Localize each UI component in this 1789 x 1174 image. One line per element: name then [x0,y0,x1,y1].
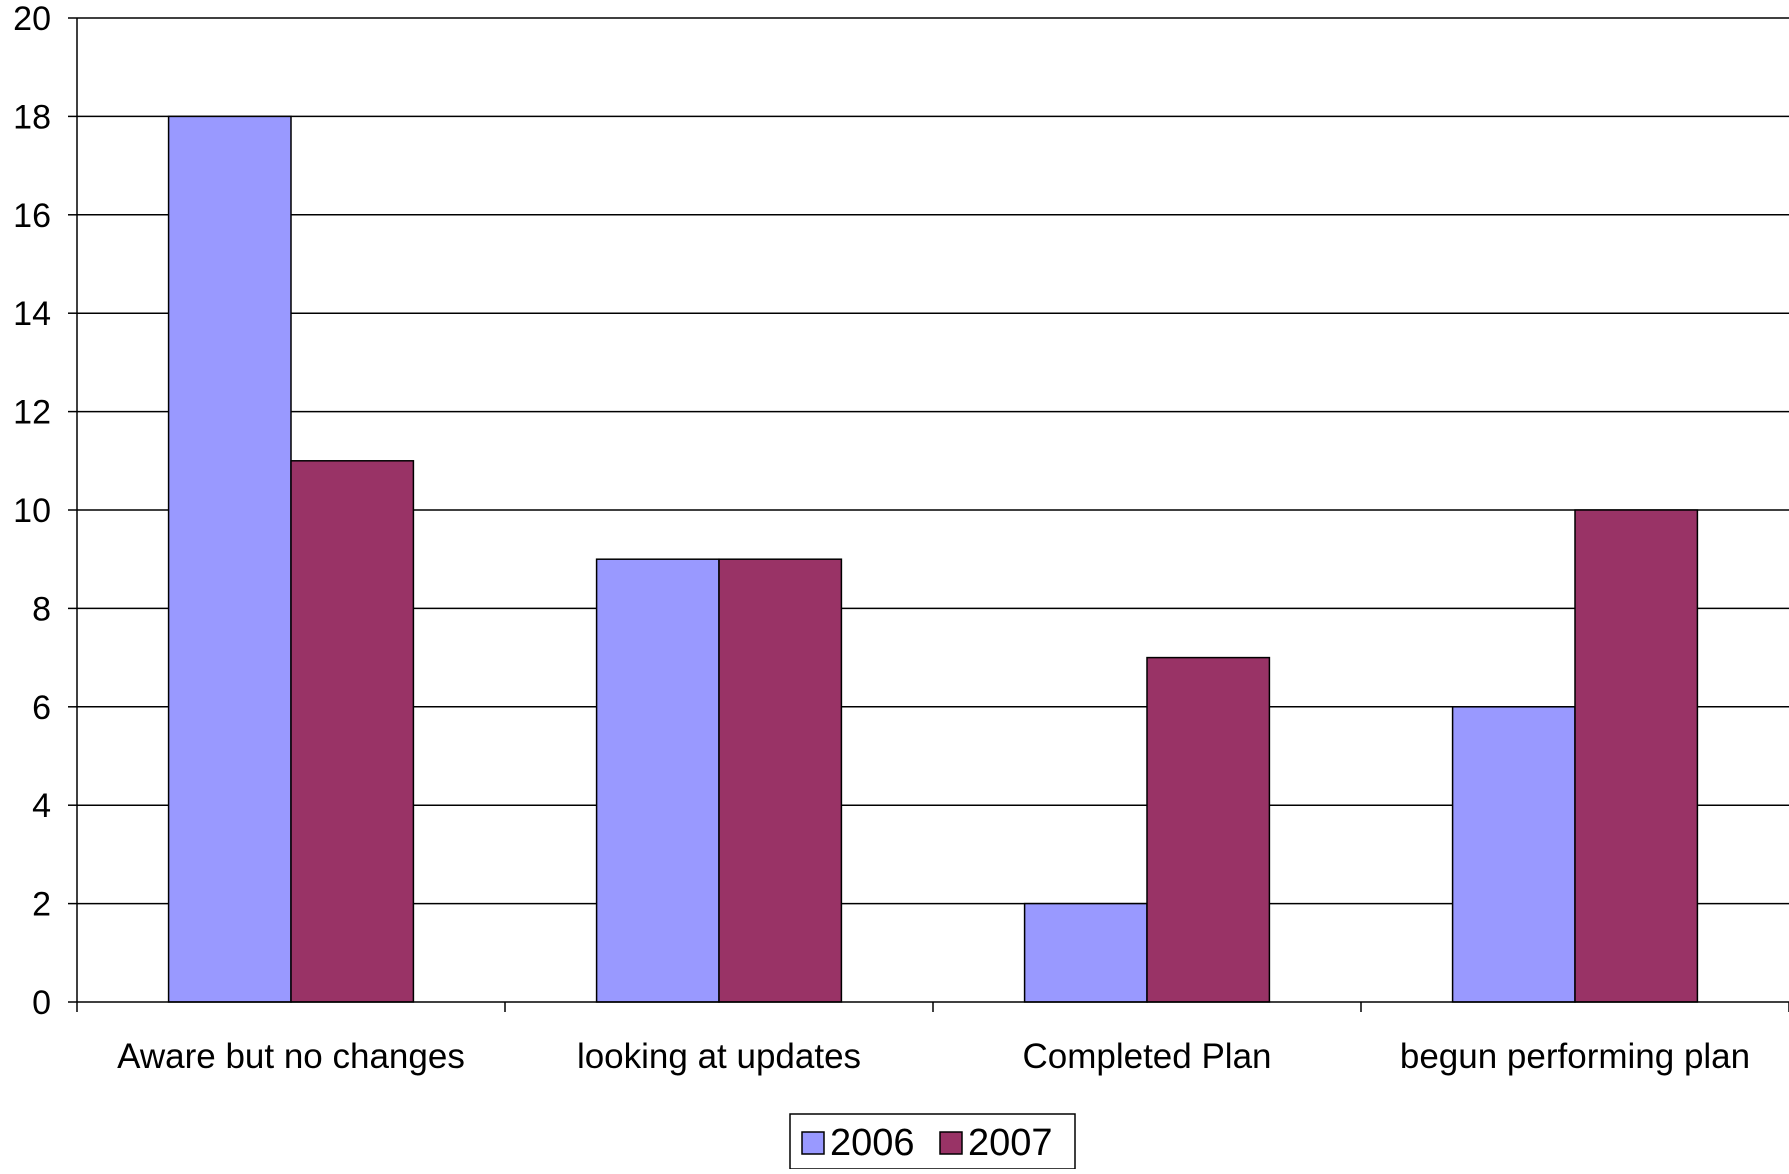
y-tick-label: 6 [32,689,51,727]
category-labels: Aware but no changes looking at updates Co… [117,1037,1750,1076]
bar-2007-4 [1574,509,1699,1003]
legend: 2006 2007 [789,1113,1076,1170]
category-label: Completed Plan [1022,1037,1271,1076]
category-label: Aware but no changes [117,1037,465,1076]
y-tick-label: 2 [32,886,51,924]
y-tick-label: 20 [13,0,51,38]
legend-swatch [801,1131,825,1155]
legend-label: 2007 [968,1122,1053,1164]
legend-box [789,1113,1076,1170]
category-label: looking at updates [577,1037,861,1076]
y-tick-label: 4 [32,787,51,825]
bar-2006-2 [595,558,720,1003]
y-tick-label: 0 [32,984,51,1022]
y-tick-label: 14 [13,295,51,333]
bar-2007-1 [290,460,415,1003]
legend-swatch [939,1131,963,1155]
legend-label: 2006 [830,1122,915,1164]
y-tick-label: 16 [13,197,51,235]
y-tick-label: 18 [13,98,51,136]
y-tick-labels: 0 2 4 6 8 10 12 14 16 18 20 [13,0,51,1022]
bar-2006-3 [1023,902,1148,1003]
bar-2007-2 [718,558,843,1003]
y-tick-label: 8 [32,590,51,628]
bar-2006-4 [1451,706,1576,1003]
category-label: begun performing plan [1400,1037,1750,1076]
bar-2006-1 [167,115,292,1003]
axes [68,17,1789,1012]
y-tick-label: 12 [13,394,51,432]
bar-2007-3 [1146,656,1271,1003]
y-tick-label: 10 [13,492,51,530]
bars [167,115,1699,1003]
